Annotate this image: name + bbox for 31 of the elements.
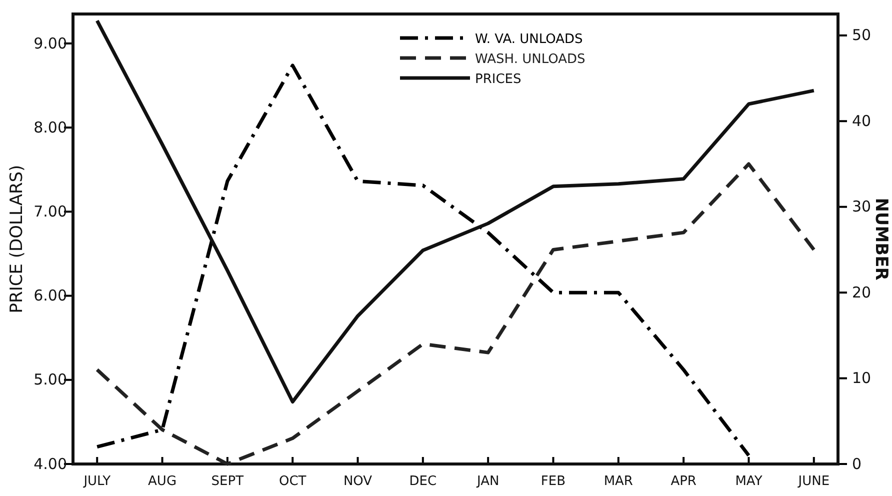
x-tick-label: JAN <box>476 474 500 490</box>
y-tick-label: 8.00 <box>34 118 67 136</box>
y2-tick-label: 40 <box>852 112 872 130</box>
y-tick-label: 6.00 <box>34 286 67 305</box>
y2-tick-label: 10 <box>852 369 872 388</box>
text: W. VA. UNLOADS <box>475 32 583 47</box>
x-tick-label: DEC <box>409 474 437 490</box>
x-tick-label: MAR <box>604 474 633 490</box>
x-tick-label: NOV <box>343 474 372 490</box>
y-tick-label: 4.00 <box>34 454 67 473</box>
y2-tick-label: 30 <box>852 198 872 216</box>
x-tick-label: AUG <box>148 474 177 490</box>
y-tick-label: 5.00 <box>34 370 67 389</box>
x-tick-label: FEB <box>540 474 566 490</box>
y2-tick-label: 50 <box>852 26 872 44</box>
y-tick-label: 7.00 <box>34 202 67 220</box>
text: PRICES <box>475 72 522 87</box>
y2-tick-label: 0 <box>852 454 862 473</box>
x-tick-label: JUNE <box>797 474 830 490</box>
x-tick-label: MAY <box>735 474 762 490</box>
x-tick-label: JULY <box>82 474 111 490</box>
y-tick-label: 9.00 <box>34 34 67 52</box>
y2-axis-title: NUMBER <box>871 198 891 280</box>
y-axis-title: PRICE (DOLLARS) <box>7 164 27 314</box>
x-tick-label: OCT <box>278 474 306 490</box>
y2-tick-label: 20 <box>852 283 872 302</box>
x-tick-label: SEPT <box>211 474 244 490</box>
x-tick-label: APR <box>670 474 696 490</box>
line-series <box>95 162 816 466</box>
text: WASH. UNLOADS <box>475 52 586 67</box>
line-series <box>95 18 816 404</box>
